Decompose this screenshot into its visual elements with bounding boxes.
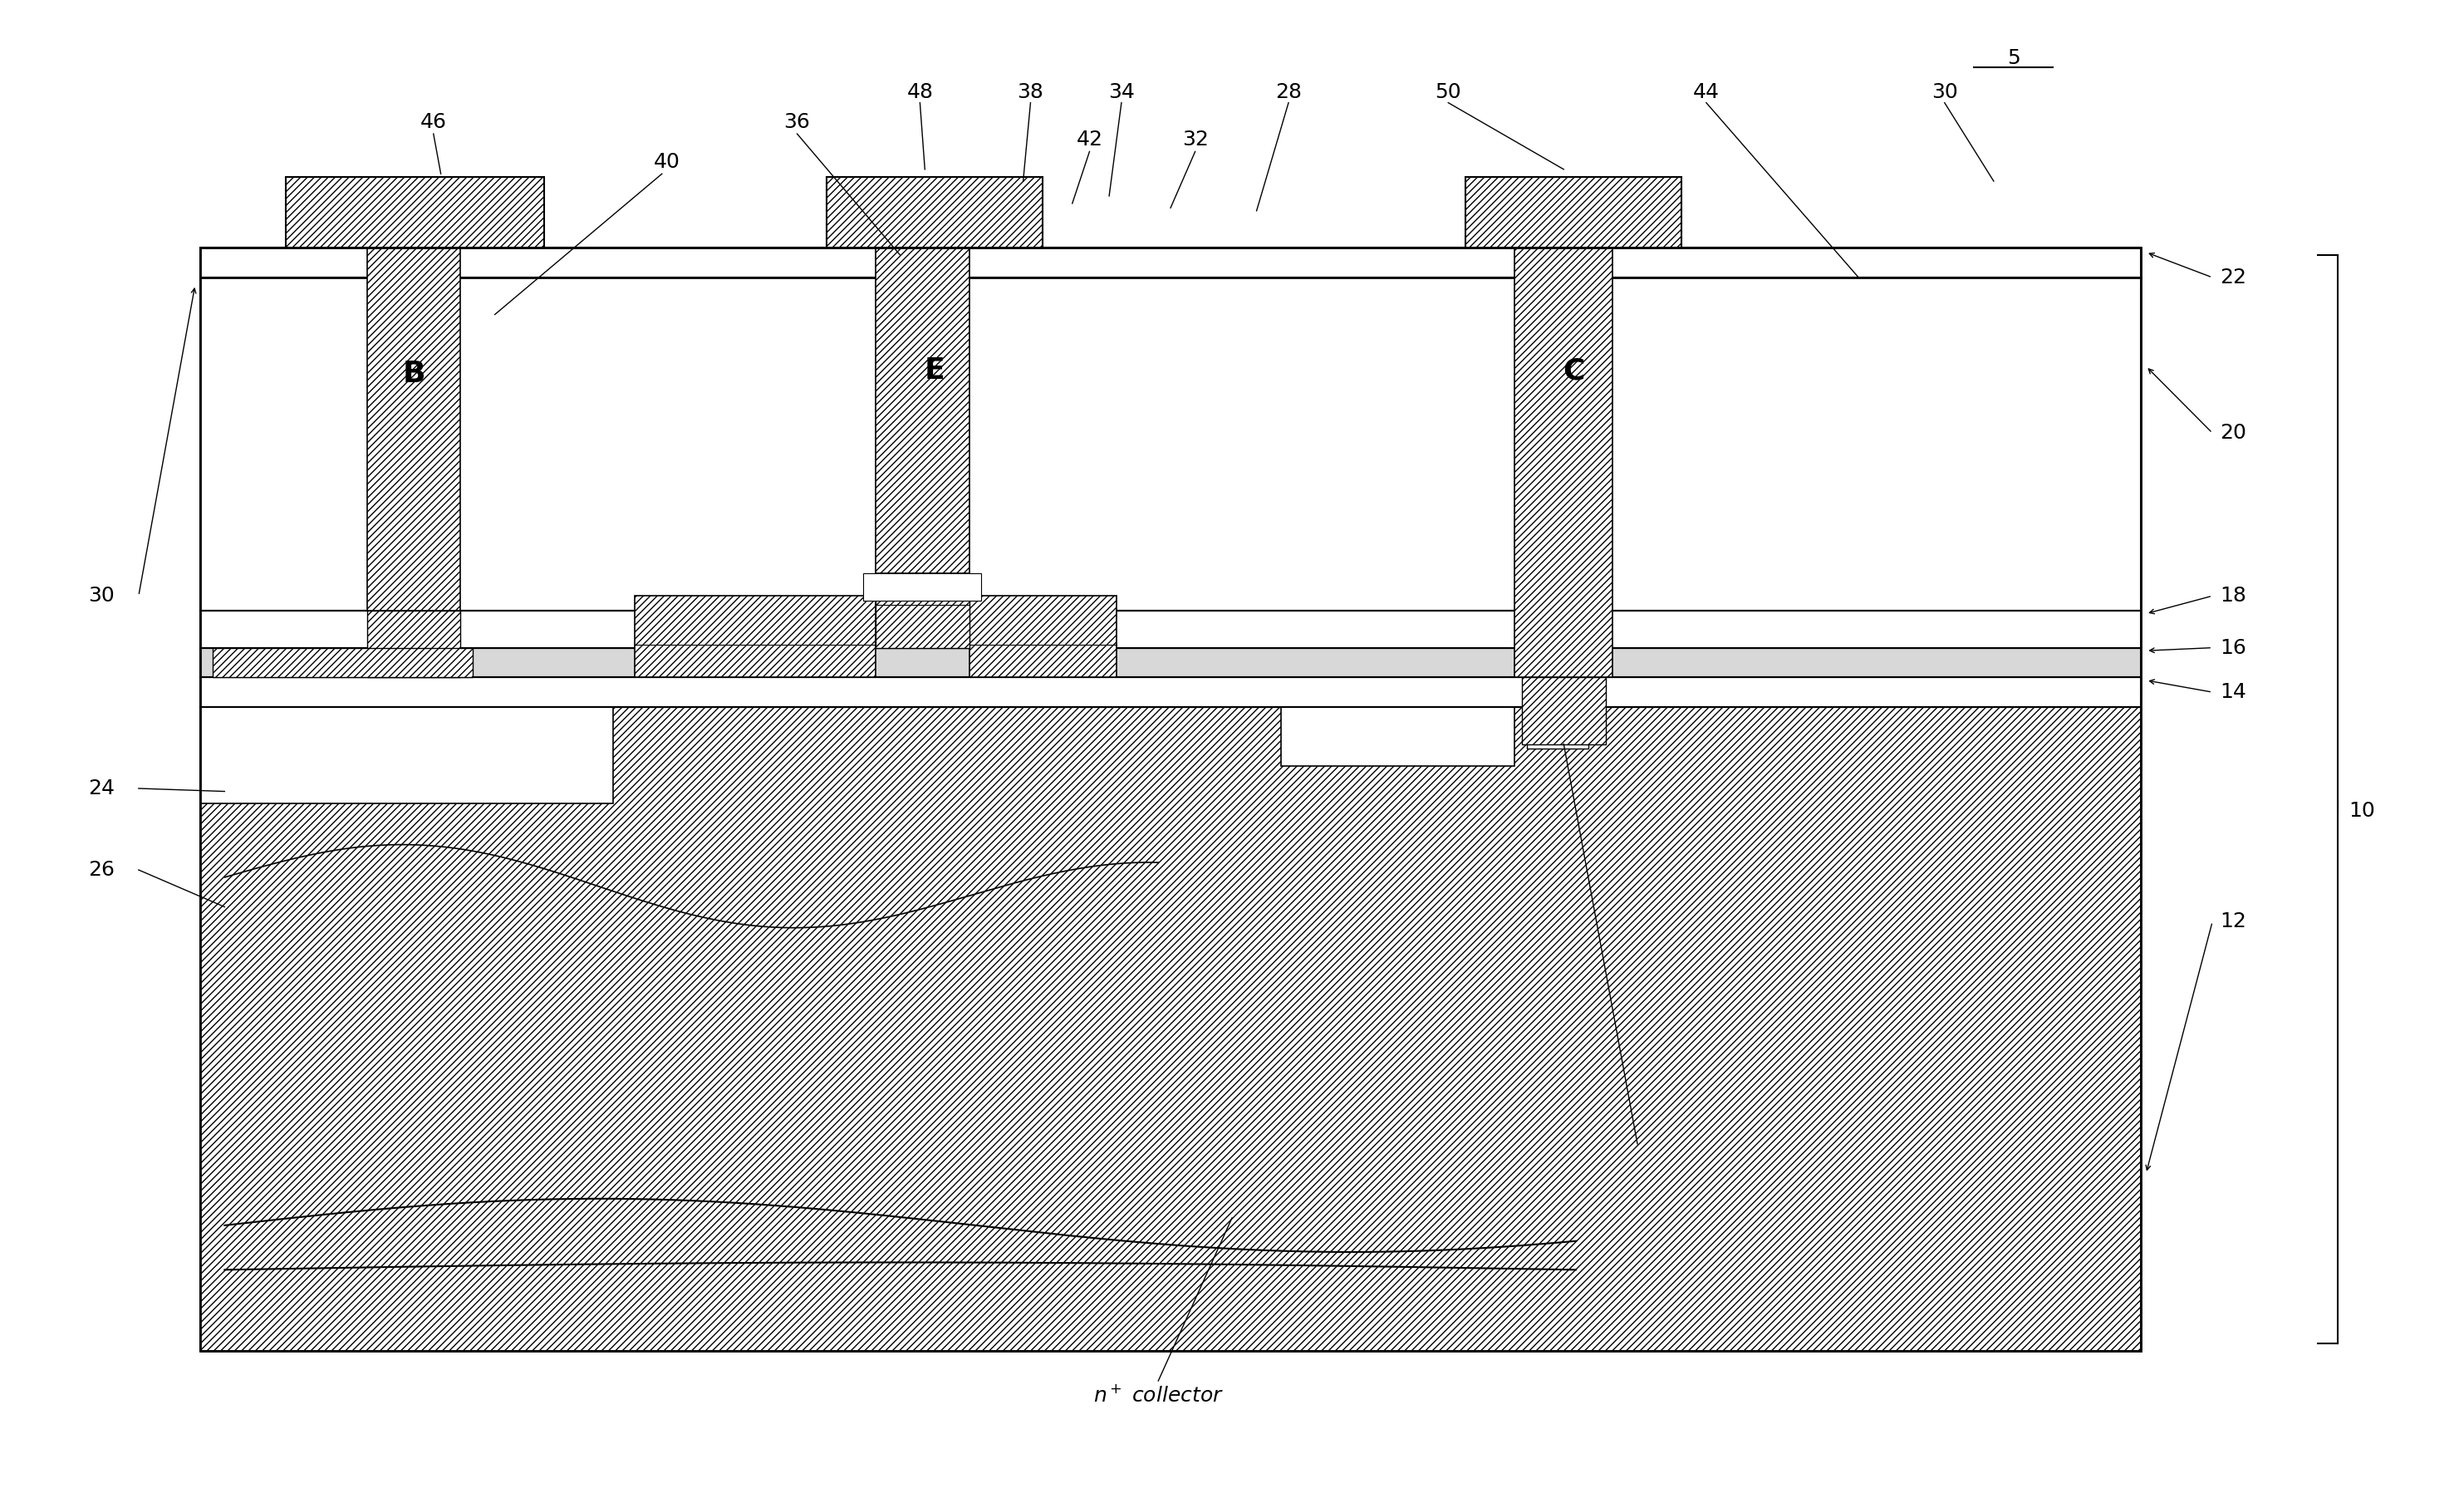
Bar: [1515, 248, 1614, 677]
Bar: [286, 177, 545, 248]
Text: 14: 14: [2220, 682, 2247, 702]
Bar: [200, 707, 2141, 1351]
Text: 34: 34: [1109, 82, 1133, 103]
Bar: [200, 248, 2141, 1351]
Text: 22: 22: [2220, 268, 2247, 287]
Text: 28: 28: [1276, 82, 1301, 103]
Text: n$^+$ collector: n$^+$ collector: [1094, 1385, 1225, 1406]
Bar: [200, 707, 614, 804]
Bar: [200, 610, 2141, 647]
Bar: [825, 177, 1042, 248]
Text: 30: 30: [1932, 82, 1959, 103]
Bar: [367, 248, 461, 610]
Bar: [875, 574, 968, 647]
Bar: [212, 647, 473, 677]
Text: C: C: [1562, 357, 1584, 385]
Bar: [968, 595, 1116, 677]
Bar: [200, 248, 2141, 277]
Bar: [636, 595, 875, 677]
Text: 38: 38: [1018, 82, 1045, 103]
Text: 18: 18: [2220, 586, 2247, 606]
Bar: [875, 248, 968, 574]
Text: 30: 30: [89, 586, 116, 606]
Text: 32: 32: [1183, 129, 1207, 150]
Bar: [200, 677, 2141, 707]
Bar: [862, 574, 981, 600]
Text: 12: 12: [2220, 912, 2247, 931]
Bar: [200, 647, 2141, 677]
Bar: [367, 610, 461, 677]
Text: 46: 46: [421, 112, 446, 132]
Bar: [200, 277, 2141, 610]
Text: 40: 40: [653, 152, 680, 173]
Text: 26: 26: [89, 860, 116, 879]
Text: B: B: [402, 360, 426, 388]
Text: 16: 16: [2220, 638, 2247, 658]
Text: 48: 48: [907, 82, 934, 103]
Bar: [1528, 707, 1589, 748]
Text: 42: 42: [1077, 129, 1104, 150]
Text: 36: 36: [784, 112, 811, 132]
Text: 10: 10: [2348, 801, 2375, 820]
Text: 50: 50: [1434, 82, 1461, 103]
Text: 24: 24: [89, 778, 116, 799]
Text: E: E: [924, 357, 946, 385]
Text: 5: 5: [2006, 48, 2020, 68]
Bar: [1523, 677, 1607, 744]
Text: 20: 20: [2220, 423, 2247, 443]
Bar: [1281, 707, 1515, 766]
Bar: [1466, 177, 1680, 248]
Text: 44: 44: [1693, 82, 1720, 103]
